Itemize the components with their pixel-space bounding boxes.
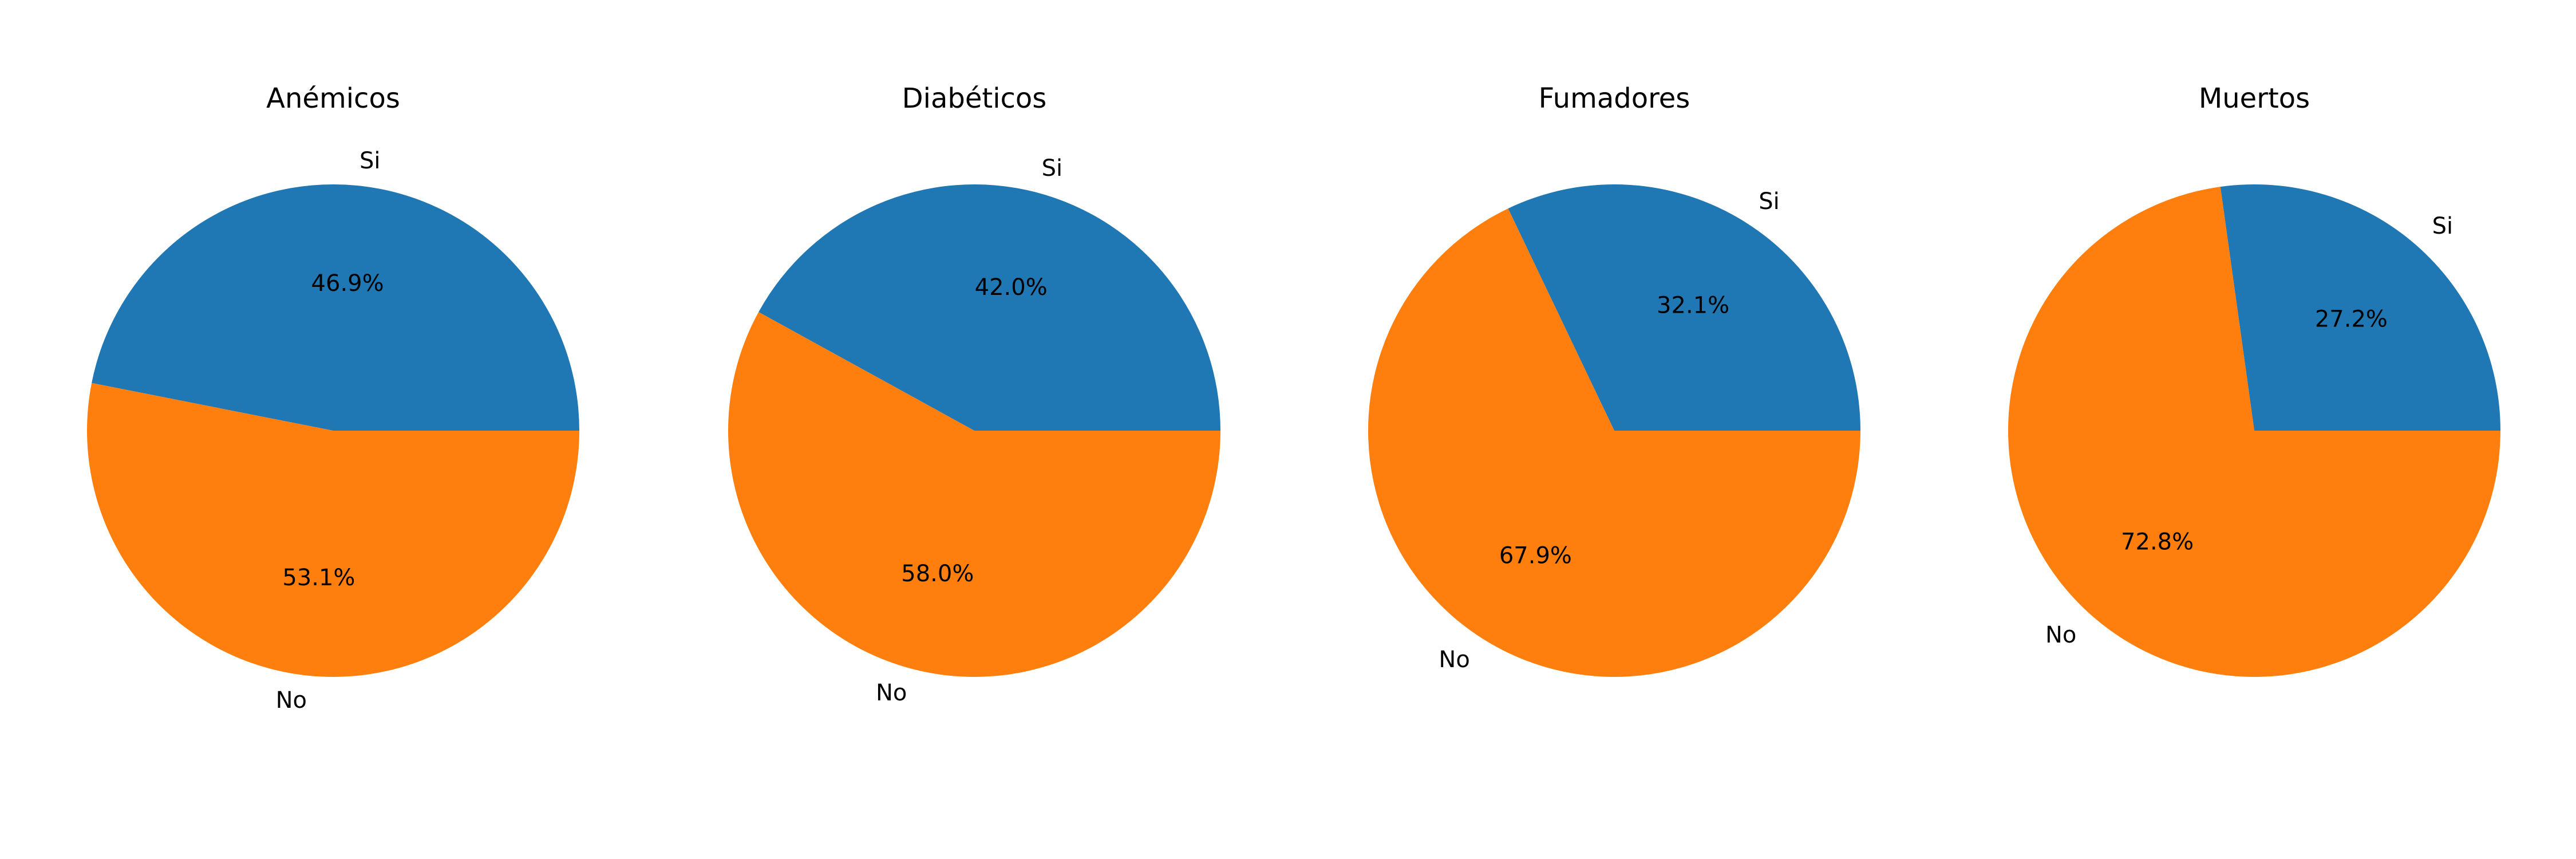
chart-title: Anémicos (266, 82, 400, 115)
pie-slice-no (87, 383, 579, 677)
pie-chart-fumadores: Fumadores Si No 32.1% 67.9% (1368, 82, 1860, 677)
slice-label-si: Si (1759, 188, 1780, 215)
slice-label-si: Si (1042, 155, 1063, 182)
slice-label-no: No (1439, 647, 1469, 673)
pie-slice-no (1368, 208, 1860, 677)
pie-slice-si (2220, 184, 2500, 431)
percent-label-no: 58.0% (901, 561, 974, 587)
chart-title: Fumadores (1539, 82, 1690, 115)
pie-slice-si (758, 184, 1220, 431)
slice-label-si: Si (2432, 213, 2453, 239)
chart-title: Muertos (2199, 82, 2310, 115)
percent-label-si: 46.9% (311, 270, 384, 297)
pie-chart-diabeticos: Diabéticos Si No 42.0% 58.0% (728, 82, 1220, 706)
percent-label-no: 67.9% (1499, 542, 1572, 569)
slice-label-no: No (2045, 622, 2076, 648)
percent-label-si: 32.1% (1657, 293, 1729, 319)
percent-label-si: 42.0% (975, 274, 1048, 301)
pie-slice-no (2008, 187, 2500, 677)
pie-slice-si (1508, 184, 1860, 431)
slice-label-no: No (876, 680, 907, 706)
chart-title: Diabéticos (902, 82, 1047, 115)
percent-label-si: 27.2% (2315, 306, 2388, 332)
pie-slice-si (92, 184, 579, 431)
percent-label-no: 53.1% (282, 565, 355, 591)
pie-chart-muertos: Muertos Si No 27.2% 72.8% (2008, 82, 2500, 677)
pie-slice-no (728, 312, 1220, 677)
slice-label-si: Si (359, 148, 381, 174)
slice-label-no: No (276, 687, 307, 714)
percent-label-no: 72.8% (2121, 529, 2194, 555)
pie-chart-anemicos: Anémicos Si No 46.9% 53.1% (87, 82, 579, 714)
